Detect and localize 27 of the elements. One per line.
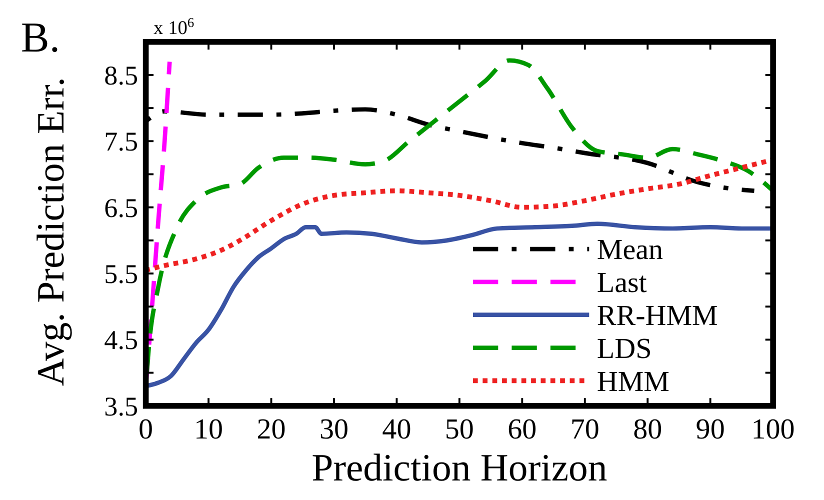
legend-label: LDS [596, 332, 652, 365]
x-tick-label: 20 [256, 414, 286, 446]
y-tick-label: 7.5 [104, 126, 138, 157]
y-axis-title: Avg. Prediction Err. [30, 77, 73, 386]
x-tick-label: 10 [194, 414, 224, 446]
legend-label: HMM [596, 366, 670, 398]
x-tick-label: 0 [138, 414, 154, 446]
y-tick-label: 4.5 [104, 325, 138, 356]
x-axis-title: Prediction Horizon [312, 446, 608, 490]
y-tick-label: 3.5 [104, 391, 138, 422]
x-tick-label: 90 [696, 414, 725, 446]
x-tick-label: 100 [751, 414, 795, 446]
x-tick-label: 60 [508, 414, 537, 446]
x-tick-label: 70 [570, 414, 600, 446]
legend-label: RR-HMM [596, 300, 718, 332]
legend-label: Mean [596, 234, 664, 266]
x-tick-label: 50 [444, 414, 474, 446]
x-tick-label: 40 [382, 414, 412, 446]
legend-label: Last [596, 267, 647, 300]
text: x 10$^{6}$ [154, 14, 194, 40]
x-tick-label: 80 [633, 414, 662, 446]
y-tick-label: 5.5 [104, 258, 138, 289]
x-tick-label: 30 [319, 414, 348, 446]
chart-title: B. [20, 14, 60, 62]
y-tick-label: 6.5 [104, 192, 138, 223]
y-tick-label: 8.5 [104, 60, 138, 90]
line-series [146, 107, 756, 193]
